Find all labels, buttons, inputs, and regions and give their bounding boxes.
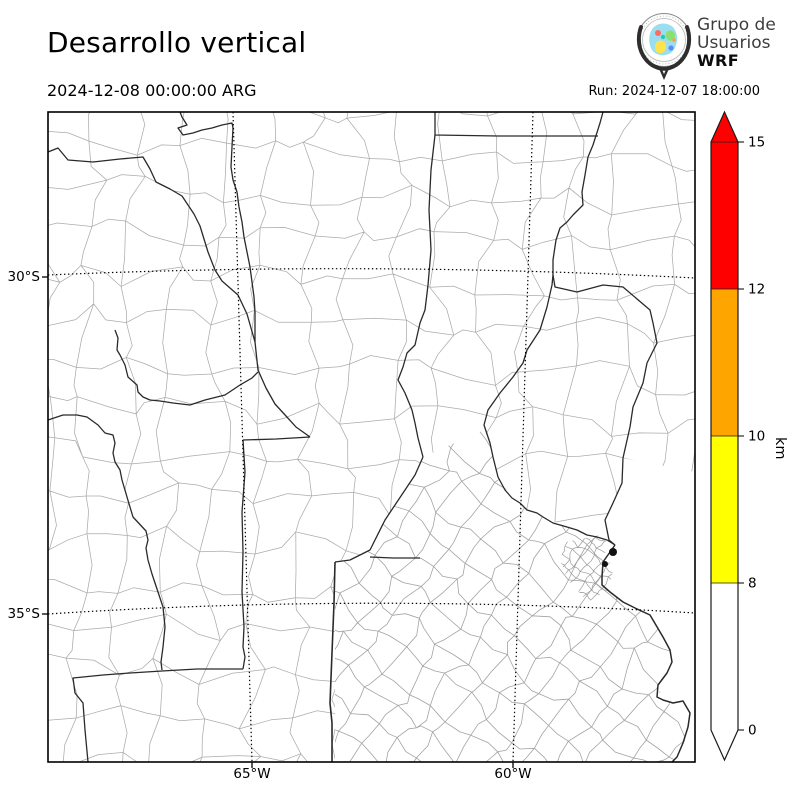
colorbar: 0 8 10 12 15 km bbox=[710, 110, 788, 762]
city-marker bbox=[609, 548, 617, 556]
colorbar-tick-label: 0 bbox=[748, 723, 757, 739]
lon-tick-label-60w: 60°W bbox=[494, 766, 532, 782]
gridline-65w bbox=[232, 111, 253, 763]
map-background bbox=[48, 112, 695, 762]
colorbar-unit-label: km bbox=[772, 437, 788, 460]
lat-tick-label-30s: 30°S bbox=[7, 269, 41, 285]
page-title: Desarrollo vertical bbox=[47, 26, 307, 59]
lat-tick-label-35s: 35°S bbox=[7, 606, 41, 622]
city-marker bbox=[602, 561, 608, 567]
colorbar-tick-label: 8 bbox=[748, 576, 757, 592]
logo-seal-icon bbox=[636, 13, 692, 80]
logo-org-line1: Grupo de bbox=[697, 15, 776, 35]
wrf-users-group-logo: Grupo de Usuarios WRF bbox=[630, 7, 800, 85]
map-plot bbox=[42, 111, 696, 768]
axis-ticks bbox=[42, 276, 514, 768]
colorbar-tick-label: 12 bbox=[748, 282, 765, 298]
run-time-label: Run: 2024-12-07 18:00:00 bbox=[588, 84, 760, 99]
province-boundaries-layer bbox=[47, 111, 691, 763]
graticule-layer bbox=[47, 111, 696, 763]
colorbar-tick-label: 15 bbox=[748, 135, 765, 151]
logo-org-line2: Usuarios bbox=[697, 33, 771, 53]
map-border bbox=[47, 111, 696, 763]
colorbar-tick-label: 10 bbox=[748, 429, 765, 445]
logo-org-line3: WRF bbox=[697, 51, 740, 70]
valid-time-label: 2024-12-08 00:00:00 ARG bbox=[47, 81, 257, 100]
gridline-60w bbox=[512, 111, 534, 763]
lon-tick-label-65w: 65°W bbox=[233, 766, 271, 782]
